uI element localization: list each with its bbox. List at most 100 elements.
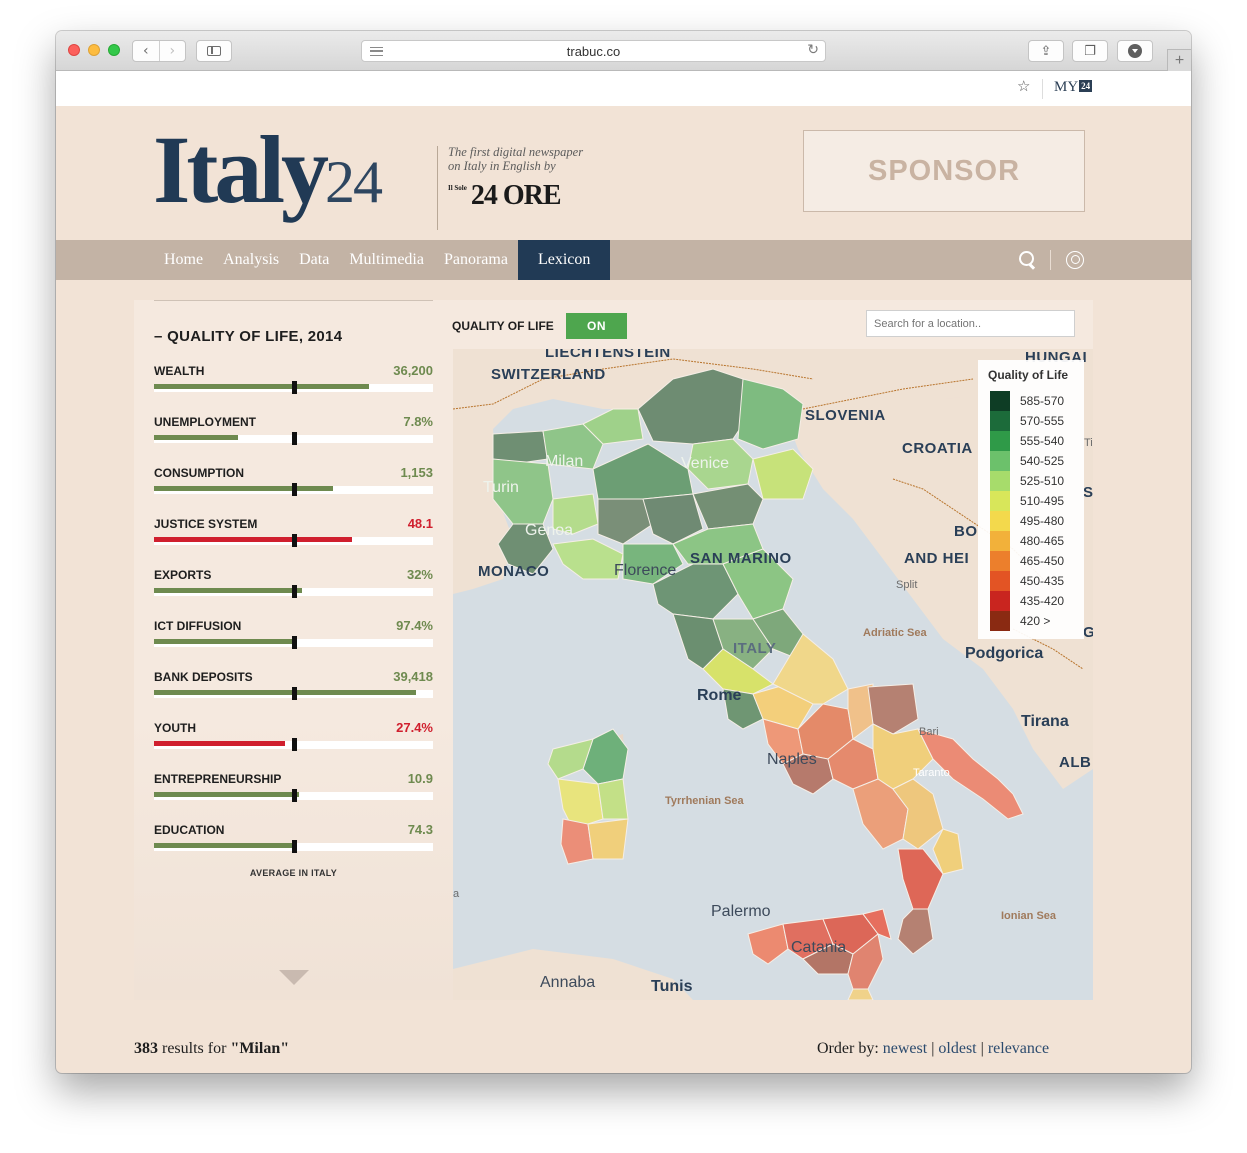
map-legend: Quality of Life 585-570 570-555 555-540 540… — [978, 360, 1084, 639]
user-icon[interactable] — [1066, 251, 1084, 269]
downloads-button[interactable] — [1117, 40, 1153, 62]
tagline-line-1: The first digital newspaper — [448, 145, 584, 159]
map-label-monaco: MONACO — [478, 563, 550, 580]
legend-label: 465-450 — [1020, 554, 1065, 568]
indicator-bar — [154, 840, 433, 853]
map-label-ionian: Ionian Sea — [1001, 910, 1057, 922]
logo-number: 24 — [325, 149, 383, 215]
indicator-bar — [154, 534, 433, 547]
map-label-florence: Florence — [614, 562, 677, 579]
indicator-bar-fill — [154, 792, 300, 797]
indicator-value: 48.1 — [407, 516, 433, 531]
order-oldest-link[interactable]: oldest — [938, 1040, 977, 1057]
indicator-justice-system[interactable]: JUSTICE SYSTEM 48.1 — [154, 516, 433, 557]
indicator-unemployment[interactable]: UNEMPLOYMENT 7.8% — [154, 414, 433, 455]
order-label: Order by: — [817, 1040, 879, 1057]
share-button[interactable]: ⇪ — [1028, 40, 1064, 62]
indicator-wealth[interactable]: WEALTH 36,200 — [154, 363, 433, 404]
italy-regions — [492, 368, 1024, 1000]
layer-toggle[interactable]: ON — [566, 313, 627, 339]
indicator-bank-deposits[interactable]: BANK DEPOSITS 39,418 — [154, 669, 433, 710]
star-icon[interactable]: ☆ — [1017, 77, 1031, 95]
indicator-value: 10.9 — [407, 771, 433, 786]
indicator-name: EXPORTS — [154, 568, 212, 582]
nav-item-panorama[interactable]: Panorama — [443, 251, 508, 268]
map-label-croatia: CROATIA — [902, 440, 973, 457]
divider — [154, 300, 433, 301]
new-tab-button[interactable]: + — [1167, 49, 1191, 71]
map-label-italy: ITALY — [733, 640, 777, 657]
indicator-name: EDUCATION — [154, 823, 225, 837]
scroll-down-icon[interactable] — [279, 970, 309, 985]
map-label-switzerland: SWITZERLAND — [491, 366, 606, 383]
legend-label: 480-465 — [1020, 534, 1065, 548]
average-marker — [291, 432, 297, 445]
legend-swatch — [990, 571, 1010, 591]
order-newest-link[interactable]: newest — [882, 1040, 928, 1057]
site-header: Italy24 The first digital newspaper on I… — [56, 106, 1191, 240]
map-label-bosnia-2: AND HEI — [904, 550, 970, 567]
my24-link[interactable]: MY 24 — [1054, 79, 1093, 96]
history-buttons: ‹ › — [132, 40, 186, 62]
choropleth-map[interactable]: LIECHTENSTEIN SWITZERLAND HUNGAI SLOVENI… — [453, 349, 1093, 1000]
indicator-bar — [154, 687, 433, 700]
indicator-entrepreneurship[interactable]: ENTREPRENEURSHIP 10.9 — [154, 771, 433, 812]
nav-item-data[interactable]: Data — [299, 251, 330, 268]
map-label-tyrrhenian: Tyrrhenian Sea — [665, 795, 744, 807]
map-label-annaba: Annaba — [540, 974, 596, 991]
indicator-bar-fill — [154, 435, 238, 440]
sole24ore-logo[interactable]: Il Sole 24 ORE — [448, 180, 562, 212]
legend-label: 450-435 — [1020, 574, 1065, 588]
nav-item-home[interactable]: Home — [164, 251, 204, 268]
order-relevance-link[interactable]: relevance — [987, 1040, 1050, 1057]
address-bar[interactable]: trabuc.co ↻ — [361, 40, 826, 62]
back-button[interactable]: ‹ — [142, 43, 149, 59]
sidebar-icon — [207, 46, 221, 56]
map-label-catania: Catania — [791, 939, 847, 956]
indicator-value: 36,200 — [393, 363, 433, 378]
search-icon[interactable] — [1018, 250, 1038, 270]
indicator-youth[interactable]: YOUTH 27.4% — [154, 720, 433, 761]
average-label: AVERAGE IN ITALY — [249, 868, 338, 878]
indicator-bar-fill — [154, 843, 297, 848]
reader-icon[interactable] — [370, 47, 383, 56]
indicator-bar-fill — [154, 588, 302, 593]
tabs-button[interactable]: ❐ — [1072, 40, 1108, 62]
indicator-value: 97.4% — [396, 618, 433, 633]
my-label: MY — [1054, 79, 1079, 95]
content-panel: – QUALITY OF LIFE, 2014 AVERAGE IN ITALY… — [134, 300, 1093, 1000]
indicator-exports[interactable]: EXPORTS 32% — [154, 567, 433, 608]
average-marker — [291, 738, 297, 751]
site-logo[interactable]: Italy24 — [153, 114, 383, 225]
reload-icon[interactable]: ↻ — [807, 42, 819, 58]
location-search-input[interactable] — [866, 310, 1075, 337]
map-label-split: Split — [896, 579, 918, 591]
average-marker — [291, 636, 297, 649]
nav-item-analysis[interactable]: Analysis — [223, 251, 280, 268]
minimize-window-button[interactable] — [88, 44, 100, 56]
nav-item-multimedia[interactable]: Multimedia — [349, 251, 424, 268]
nav-item-lexicon[interactable]: Lexicon — [517, 240, 611, 280]
sponsor-banner[interactable]: SPONSOR — [803, 130, 1085, 212]
indicator-ict-diffusion[interactable]: ICT DIFFUSION 97.4% — [154, 618, 433, 659]
map-label-podgorica: Podgorica — [965, 645, 1044, 662]
sidebar-toggle-button[interactable] — [196, 40, 232, 62]
browser-toolbar: ‹ › trabuc.co ↻ ⇪ ❐ + — [56, 31, 1191, 71]
legend-swatch — [990, 491, 1010, 511]
map-label-edge-se: Se — [1083, 484, 1093, 501]
order-separator: | — [931, 1040, 935, 1057]
indicator-value: 32% — [406, 567, 433, 582]
browser-window: ‹ › trabuc.co ↻ ⇪ ❐ + ☆ MY 24 Italy24 The… — [56, 31, 1191, 1073]
legend-swatch — [990, 431, 1010, 451]
map-label-edge-a: a — [453, 888, 460, 900]
indicator-name: WEALTH — [154, 364, 205, 378]
map-label-naples: Naples — [767, 751, 817, 768]
results-text: results for — [162, 1040, 227, 1057]
close-window-button[interactable] — [68, 44, 80, 56]
indicator-bar-fill — [154, 741, 286, 746]
url-text: trabuc.co — [566, 43, 621, 59]
forward-button[interactable]: › — [158, 41, 186, 61]
zoom-window-button[interactable] — [108, 44, 120, 56]
indicator-education[interactable]: EDUCATION 74.3 — [154, 822, 433, 863]
indicator-consumption[interactable]: CONSUMPTION 1,153 — [154, 465, 433, 506]
